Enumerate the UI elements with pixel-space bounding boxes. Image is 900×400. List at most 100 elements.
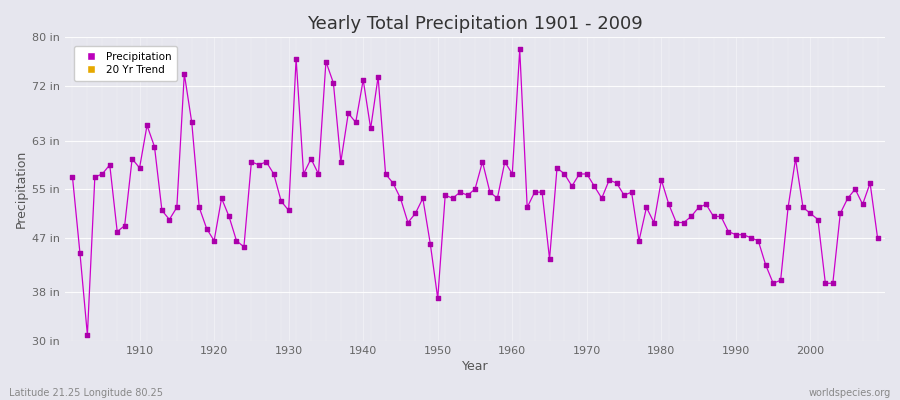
Point <box>468 186 482 192</box>
Point <box>512 46 526 53</box>
Point <box>743 234 758 241</box>
Point <box>863 180 878 186</box>
Point <box>348 119 363 126</box>
Point <box>252 162 266 168</box>
Point <box>214 195 229 202</box>
Point <box>356 77 371 83</box>
Point <box>244 159 258 165</box>
Point <box>498 159 512 165</box>
Point <box>527 189 542 195</box>
Point <box>796 204 810 210</box>
Point <box>482 189 497 195</box>
Point <box>609 180 624 186</box>
Point <box>639 204 653 210</box>
Title: Yearly Total Precipitation 1901 - 2009: Yearly Total Precipitation 1901 - 2009 <box>307 15 643 33</box>
Point <box>788 156 803 162</box>
Point <box>103 162 117 168</box>
Point <box>752 238 766 244</box>
Y-axis label: Precipitation: Precipitation <box>15 150 28 228</box>
Point <box>341 110 356 116</box>
Point <box>155 207 169 214</box>
Point <box>207 238 221 244</box>
Point <box>520 204 535 210</box>
Point <box>625 189 639 195</box>
Point <box>386 180 400 186</box>
Point <box>535 189 549 195</box>
Point <box>721 228 735 235</box>
Point <box>259 159 274 165</box>
Point <box>564 183 579 189</box>
Point <box>423 241 437 247</box>
Point <box>781 204 796 210</box>
Point <box>543 256 557 262</box>
Point <box>409 210 423 217</box>
Point <box>266 171 281 177</box>
Point <box>841 195 855 202</box>
Point <box>684 213 698 220</box>
Point <box>550 165 564 171</box>
Point <box>729 232 743 238</box>
Point <box>430 295 445 302</box>
Point <box>759 262 773 268</box>
Point <box>364 125 378 132</box>
Point <box>296 171 310 177</box>
Point <box>378 171 392 177</box>
Point <box>334 159 348 165</box>
Point <box>200 226 214 232</box>
Point <box>184 119 199 126</box>
Point <box>699 201 714 208</box>
Point <box>87 174 102 180</box>
Point <box>95 171 110 177</box>
Point <box>393 195 408 202</box>
Point <box>602 177 616 183</box>
Point <box>595 195 609 202</box>
Point <box>691 204 706 210</box>
Text: Latitude 21.25 Longitude 80.25: Latitude 21.25 Longitude 80.25 <box>9 388 163 398</box>
Point <box>289 55 303 62</box>
Point <box>572 171 587 177</box>
Point <box>848 186 862 192</box>
Point <box>870 234 885 241</box>
Point <box>118 222 132 229</box>
Point <box>632 238 646 244</box>
Point <box>811 216 825 223</box>
Point <box>587 183 601 189</box>
Point <box>804 210 818 217</box>
Point <box>714 213 728 220</box>
Point <box>221 213 236 220</box>
Point <box>237 244 251 250</box>
Point <box>400 219 415 226</box>
Point <box>416 195 430 202</box>
Point <box>616 192 631 198</box>
Legend: Precipitation, 20 Yr Trend: Precipitation, 20 Yr Trend <box>75 46 177 81</box>
Point <box>647 219 662 226</box>
Point <box>855 201 869 208</box>
Point <box>453 189 467 195</box>
Point <box>66 174 80 180</box>
Point <box>706 213 721 220</box>
Point <box>825 280 840 286</box>
Point <box>192 204 206 210</box>
Point <box>304 156 319 162</box>
Point <box>461 192 475 198</box>
Point <box>475 159 490 165</box>
Point <box>446 195 460 202</box>
Point <box>669 219 683 226</box>
Point <box>505 171 519 177</box>
Point <box>132 165 147 171</box>
Point <box>557 171 572 177</box>
Point <box>319 58 333 65</box>
X-axis label: Year: Year <box>462 360 489 373</box>
Point <box>438 192 453 198</box>
Point <box>140 122 154 128</box>
Point <box>274 198 288 204</box>
Point <box>736 232 751 238</box>
Point <box>282 207 296 214</box>
Point <box>148 144 162 150</box>
Point <box>766 280 780 286</box>
Point <box>371 74 385 80</box>
Point <box>110 228 124 235</box>
Point <box>833 210 848 217</box>
Point <box>230 238 244 244</box>
Point <box>125 156 140 162</box>
